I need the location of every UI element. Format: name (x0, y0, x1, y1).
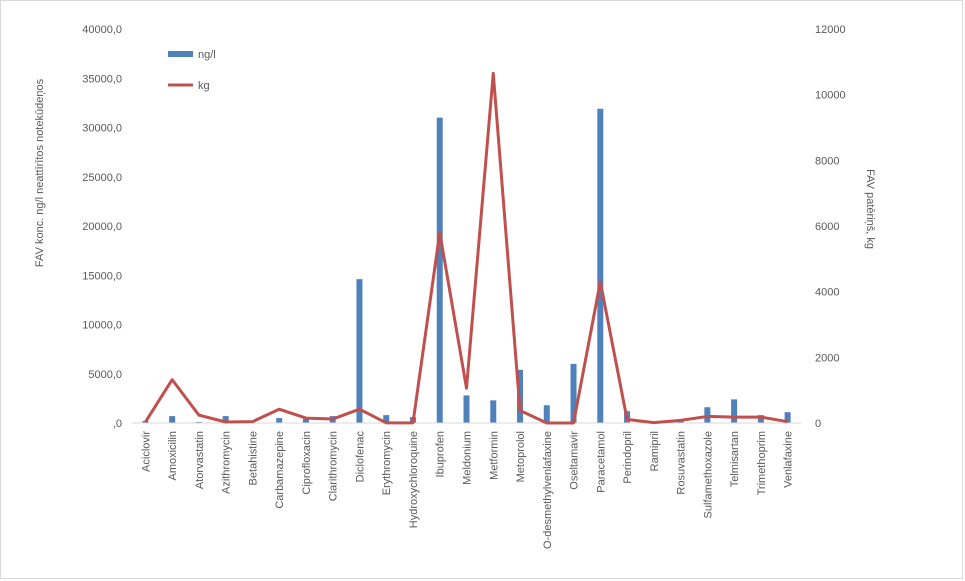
category-label: Diclofenac (354, 431, 366, 483)
right-tick-label: 10000 (815, 90, 846, 102)
bar-diclofenac (356, 279, 363, 423)
right-tick-label: 8000 (815, 155, 839, 167)
category-label: Ibuprofen (435, 431, 447, 477)
bar-paracetamol (597, 108, 604, 423)
category-label: Carbamazepine (274, 431, 286, 509)
legend-label-ng-l: ng/l (198, 49, 216, 61)
bar-metformin (490, 400, 497, 423)
bar-azithromycin (222, 416, 229, 423)
left-tick-label: 10000,0 (82, 320, 122, 332)
bar-amoxicilin (169, 416, 176, 423)
legend-swatch-ng-l (168, 51, 193, 57)
category-label: Clarithromycin (328, 431, 340, 501)
bar-meldonium (463, 395, 470, 423)
bar-ibuprofen (436, 117, 443, 424)
category-label: Amoxicilin (167, 431, 179, 481)
category-label: Rosuvastatin (676, 431, 688, 495)
right-tick-label: 0 (815, 418, 821, 430)
left-tick-label: 25000,0 (82, 172, 122, 184)
left-tick-label: ,0 (113, 418, 122, 430)
category-label: Metoprolol (515, 431, 527, 482)
category-label: Betahistine (247, 431, 259, 485)
right-axis-title: FAV patēriņš, kg (864, 169, 876, 249)
category-label: Oseltamavir (569, 431, 581, 490)
bar-telmisartan (731, 399, 738, 423)
left-tick-label: 30000,0 (82, 123, 122, 135)
kg-series-line (144, 71, 788, 425)
legend: ng/l kg (168, 49, 216, 92)
left-axis-title: FAV konc. ng/l neattīrītos notekūdeņos (34, 78, 46, 267)
right-tick-label: 4000 (815, 287, 839, 299)
left-tick-label: 20000,0 (82, 221, 122, 233)
right-tick-label: 12000 (815, 24, 846, 36)
category-label: Hydroxychloroquine (408, 431, 420, 528)
bar-venlafaxine (784, 412, 791, 423)
left-tick-label: 40000,0 (82, 24, 122, 36)
bar-carbamazepine (276, 418, 283, 423)
category-label: Sulfamethoxazole (702, 431, 714, 518)
right-tick-label: 2000 (815, 352, 839, 364)
category-label: Metformin (488, 431, 500, 480)
category-label: Ciprofloxacin (301, 431, 313, 495)
category-label: Trimethoprim (756, 431, 768, 495)
category-label: Telmisartan (729, 431, 741, 487)
bar-ciprofloxacin (302, 419, 309, 423)
bar-erythromycin (383, 415, 390, 423)
category-label: Paracetamol (595, 431, 607, 493)
right-tick-label: 6000 (815, 221, 839, 233)
left-tick-label: 5000,0 (88, 369, 122, 381)
legend-label-kg: kg (198, 80, 210, 92)
category-label: Azithromycin (221, 431, 233, 494)
category-label: Perindopril (622, 431, 634, 484)
bar-oseltamavir (570, 363, 577, 423)
left-tick-label: 35000,0 (82, 73, 122, 85)
category-labels: Aciclovir Amoxicilin Atorvastatin Azithromy… (140, 431, 794, 550)
category-label: Erythromycin (381, 431, 393, 495)
bar-o-desmethylvenlafaxine (543, 405, 550, 423)
category-label: Meldonium (462, 431, 474, 485)
left-axis-ticks: ,0 5000,0 10000,0 15000,0 20000,0 25000,0 3000… (82, 24, 122, 430)
category-label: Venlafaxine (783, 431, 795, 488)
category-label: O-desmethylvenlafaxine (542, 431, 554, 549)
bar-trimethoprim (757, 415, 764, 423)
category-label: Ramipril (649, 431, 661, 471)
category-label: Aciclovir (140, 431, 152, 472)
right-axis-ticks: 0 2000 4000 6000 8000 10000 12000 (815, 24, 846, 430)
left-tick-label: 15000,0 (82, 270, 122, 282)
category-label: Atorvastatin (194, 431, 206, 489)
